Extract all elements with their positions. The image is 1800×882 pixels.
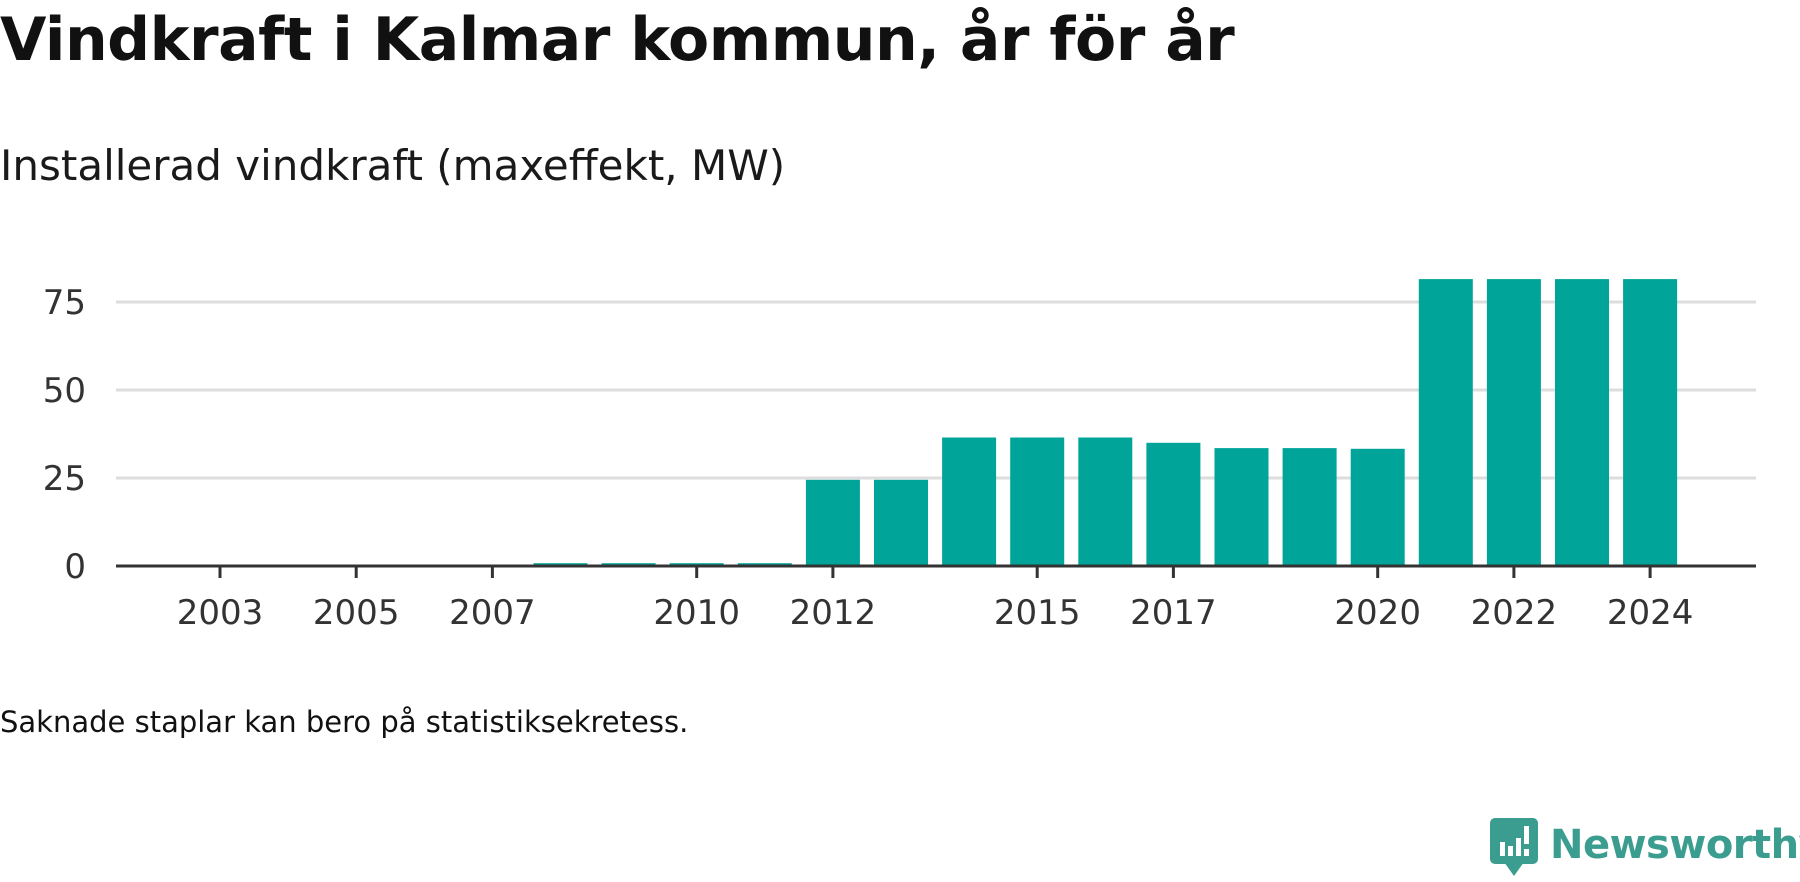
x-tick-label: 2020	[1334, 593, 1421, 633]
y-tick-label: 25	[43, 459, 86, 499]
x-tick-label: 2017	[1130, 593, 1217, 633]
y-tick-label: 0	[64, 547, 86, 587]
footnote: Saknade staplar kan bero på statistiksek…	[0, 705, 689, 739]
bar-2016	[1078, 437, 1133, 566]
bars	[329, 279, 1678, 566]
brand-name: Newsworthy	[1550, 822, 1800, 868]
chart-title: Vindkraft i Kalmar kommun, år för år	[0, 5, 1235, 75]
bar-2015	[1010, 437, 1065, 566]
x-tick-label: 2005	[313, 593, 400, 633]
x-tick-label: 2024	[1607, 593, 1694, 633]
y-tick-label: 75	[43, 283, 86, 323]
y-axis-labels: 0 25 50 75	[43, 283, 86, 587]
x-tick-label: 2022	[1471, 593, 1558, 633]
brand-logo: Newsworthy	[1490, 818, 1800, 882]
bar-chart: 0 25 50 75 2003 2005 2007 2010 2012 2015 2017 2020…	[43, 279, 1756, 633]
grid-lines	[116, 300, 1756, 480]
bar-2012	[805, 479, 860, 566]
x-axis	[116, 564, 1756, 578]
newsworthy-logo-icon	[1490, 818, 1538, 876]
bar-2020	[1350, 448, 1405, 566]
bar-2018	[1214, 448, 1269, 566]
bar-2013	[874, 479, 928, 566]
bar-2022	[1486, 279, 1541, 566]
bar-2024	[1623, 279, 1678, 566]
bar-2017	[1146, 442, 1201, 566]
x-tick-label: 2007	[449, 593, 536, 633]
chart-subtitle: Installerad vindkraft (maxeffekt, MW)	[0, 141, 786, 190]
x-tick-label: 2015	[994, 593, 1081, 633]
bar-2019	[1282, 448, 1337, 566]
x-tick-label: 2010	[653, 593, 740, 633]
x-tick-label: 2012	[790, 593, 877, 633]
bar-2021	[1418, 279, 1473, 566]
bar-2023	[1555, 279, 1609, 566]
bar-2014	[942, 437, 997, 566]
x-tick-label: 2003	[177, 593, 264, 633]
y-tick-label: 50	[43, 371, 86, 411]
x-axis-labels: 2003 2005 2007 2010 2012 2015 2017 2020 2022 2024	[177, 593, 1694, 633]
